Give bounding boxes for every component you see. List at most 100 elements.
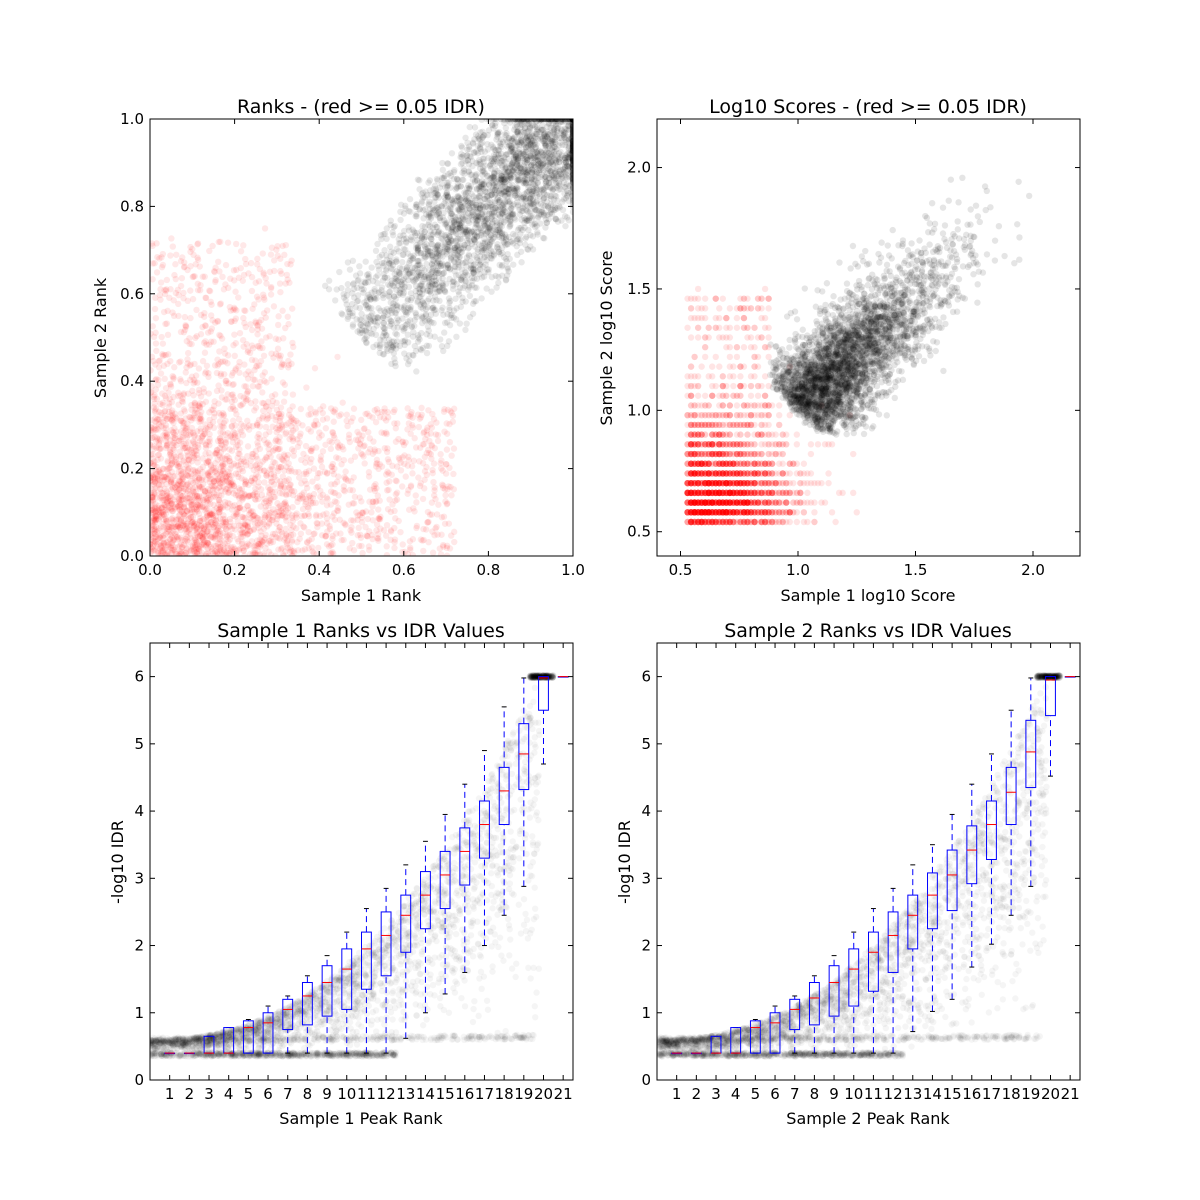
scatter-point-red (211, 534, 218, 541)
scatter-point-red (252, 404, 260, 411)
scatter-point-red (289, 491, 297, 499)
scatter-point-red (175, 359, 183, 366)
ranks-scatter-panel: Ranks - (red >= 0.05 IDR) Sample 1 Rank … (91, 96, 585, 605)
scatter-point-red (269, 465, 276, 473)
scatter-point-red (155, 451, 163, 458)
scatter-point-red (420, 547, 427, 555)
scatter-point-red (150, 451, 156, 458)
scatter-point-red (441, 406, 448, 413)
scatter-point-red (278, 410, 285, 418)
scatter-point-red (203, 541, 210, 549)
ranks-scatter-ylabel: Sample 2 Rank (91, 277, 110, 398)
scatter-point-red (150, 434, 156, 441)
scatter-point-red (285, 320, 292, 328)
scatter-point-red (220, 463, 227, 470)
scatter-point-red (277, 512, 285, 519)
scatter-point-red (151, 392, 158, 399)
scatter-point-red (275, 508, 282, 516)
scatter-point-red (171, 271, 178, 279)
scatter-point-red (245, 492, 253, 499)
scatter-point-red (188, 470, 195, 478)
scatter-point-red (207, 543, 214, 551)
scatter-point-red (257, 486, 265, 493)
scatter-point-red (210, 338, 217, 345)
scatter-point-red (342, 468, 349, 475)
scatter-point-red (393, 489, 401, 496)
scatter-point-red (209, 242, 216, 250)
scatter-point-red (327, 501, 335, 508)
scatter-point-red (420, 440, 428, 448)
scatter-point-red (254, 421, 261, 429)
scatter-point-red (225, 380, 232, 387)
scatter-point-red (268, 283, 275, 291)
scatter-point-red (150, 534, 158, 542)
scatter-point-red (185, 516, 192, 523)
scatter-point-red (202, 505, 210, 513)
scatter-point-red (408, 463, 416, 470)
scatter-point-red (244, 348, 251, 356)
scatter-point-red (385, 458, 393, 466)
scatter-point-red (150, 481, 157, 488)
scatter-point-red (167, 415, 174, 422)
scatter-point-red (191, 494, 198, 501)
scatter-point-red (150, 443, 158, 450)
scatter-point-red (250, 466, 257, 474)
scatter-point-red (228, 372, 236, 379)
scatter-point-red (161, 392, 169, 400)
scatter-point-red (283, 513, 290, 520)
scatter-point-red (443, 552, 451, 556)
scatter-point-red (182, 425, 189, 432)
scatter-point-red (267, 474, 275, 482)
scatter-point-red (150, 472, 156, 479)
scatter-point-red (234, 510, 241, 518)
scatter-point-red (181, 313, 189, 321)
scatter-point-red (163, 433, 171, 440)
scatter-point-red (150, 546, 157, 553)
scatter-point-red (237, 530, 244, 537)
scatter-point-red (188, 340, 195, 348)
scatter-point-red (208, 518, 215, 526)
scatter-point-red (211, 268, 218, 275)
scatter-point-black (464, 146, 471, 153)
scatter-point-red (438, 531, 445, 538)
scatter-point-red (194, 507, 201, 515)
scatter-point-red (217, 532, 224, 540)
scatter-point-red (163, 431, 171, 439)
scatter-point-red (417, 536, 425, 543)
scatter-point-red (227, 479, 234, 486)
scatter-point-red (164, 441, 171, 449)
scatter-point-red (230, 277, 238, 284)
scatter-point-red (267, 497, 274, 504)
scatter-point-red (222, 525, 230, 533)
scatter-point-red (252, 453, 260, 460)
scatter-point-red (281, 381, 289, 388)
scatter-point-red (165, 504, 173, 511)
scatter-point-red (298, 480, 305, 487)
scatter-point-red (419, 495, 427, 503)
scatter-point-red (328, 439, 335, 446)
scatter-point-red (297, 520, 304, 527)
scatter-point-red (198, 549, 206, 556)
scatter-point-red (188, 519, 195, 527)
scatter-point-red (191, 399, 199, 407)
scatter-point-red (154, 253, 161, 261)
scatter-point-red (183, 507, 191, 515)
scatter-point-red (359, 432, 366, 439)
scatter-point-red (181, 526, 188, 533)
scatter-point-red (256, 445, 264, 453)
scatter-point-red (276, 453, 283, 460)
scatter-point-red (256, 461, 264, 468)
scatter-point-black (387, 217, 394, 224)
scatter-point-red (154, 381, 162, 388)
scatter-point-red (162, 551, 169, 556)
scatter-point-red (228, 525, 236, 533)
scatter-point-black (453, 175, 461, 183)
scatter-point-red (172, 289, 180, 297)
scatter-point-red (335, 492, 342, 499)
scatter-point-red (390, 408, 397, 416)
scatter-point-red (226, 531, 233, 538)
scatter-point-red (184, 356, 191, 363)
scatter-point-red (359, 509, 367, 516)
scatter-point-red (230, 394, 237, 401)
scatter-point-red (361, 442, 368, 449)
